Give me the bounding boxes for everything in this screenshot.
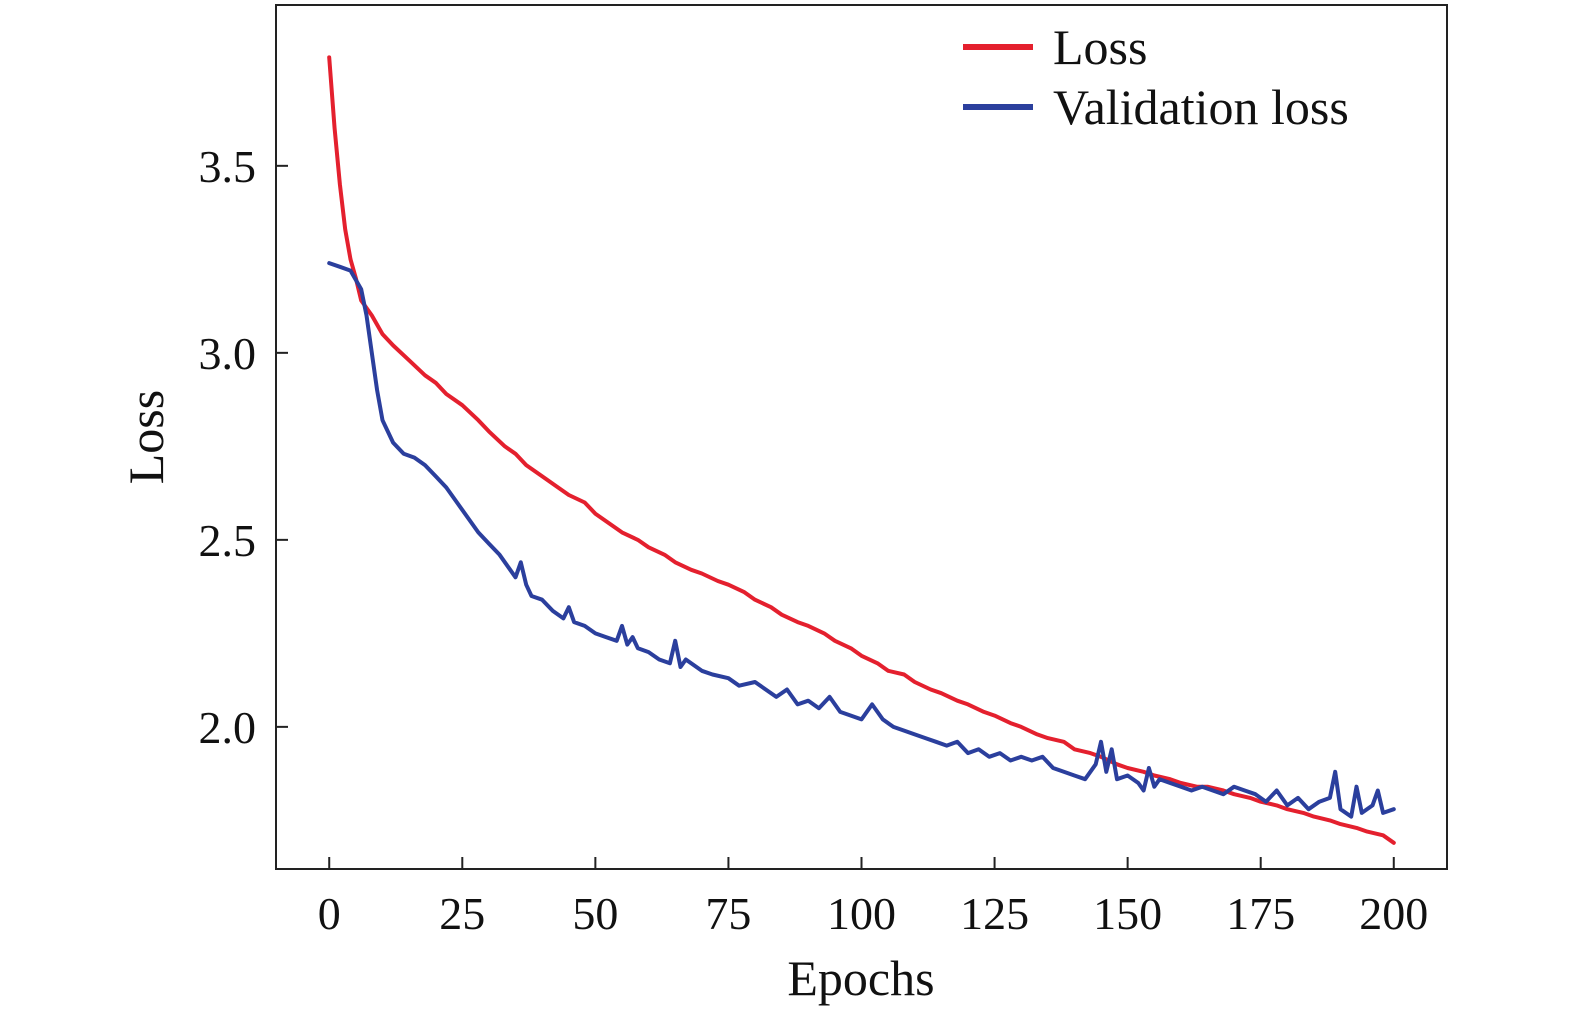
y-axis: 2.0 2.5 3.0 3.5 xyxy=(199,141,288,753)
x-axis-title: Epochs xyxy=(787,950,934,1006)
y-tick-label: 2.5 xyxy=(199,515,257,566)
x-tick-label: 25 xyxy=(439,888,485,939)
x-tick-label: 200 xyxy=(1359,888,1428,939)
y-axis-title: Loss xyxy=(118,390,174,484)
x-tick-label: 175 xyxy=(1226,888,1295,939)
legend-label-validation-loss: Validation loss xyxy=(1053,79,1349,135)
x-tick-label: 150 xyxy=(1093,888,1162,939)
legend-label-loss: Loss xyxy=(1053,19,1147,75)
x-tick-label: 75 xyxy=(705,888,751,939)
x-tick-label: 100 xyxy=(827,888,896,939)
x-axis: 0 25 50 75 100 125 150 175 200 xyxy=(318,857,1428,939)
series-line-validation-loss xyxy=(327,261,1396,819)
x-tick-label: 125 xyxy=(960,888,1029,939)
series-layer xyxy=(327,55,1396,845)
x-tick-label: 50 xyxy=(572,888,618,939)
y-tick-label: 3.5 xyxy=(199,141,257,192)
y-tick-label: 3.0 xyxy=(199,328,257,379)
y-tick-label: 2.0 xyxy=(199,702,257,753)
x-tick-label: 0 xyxy=(318,888,341,939)
